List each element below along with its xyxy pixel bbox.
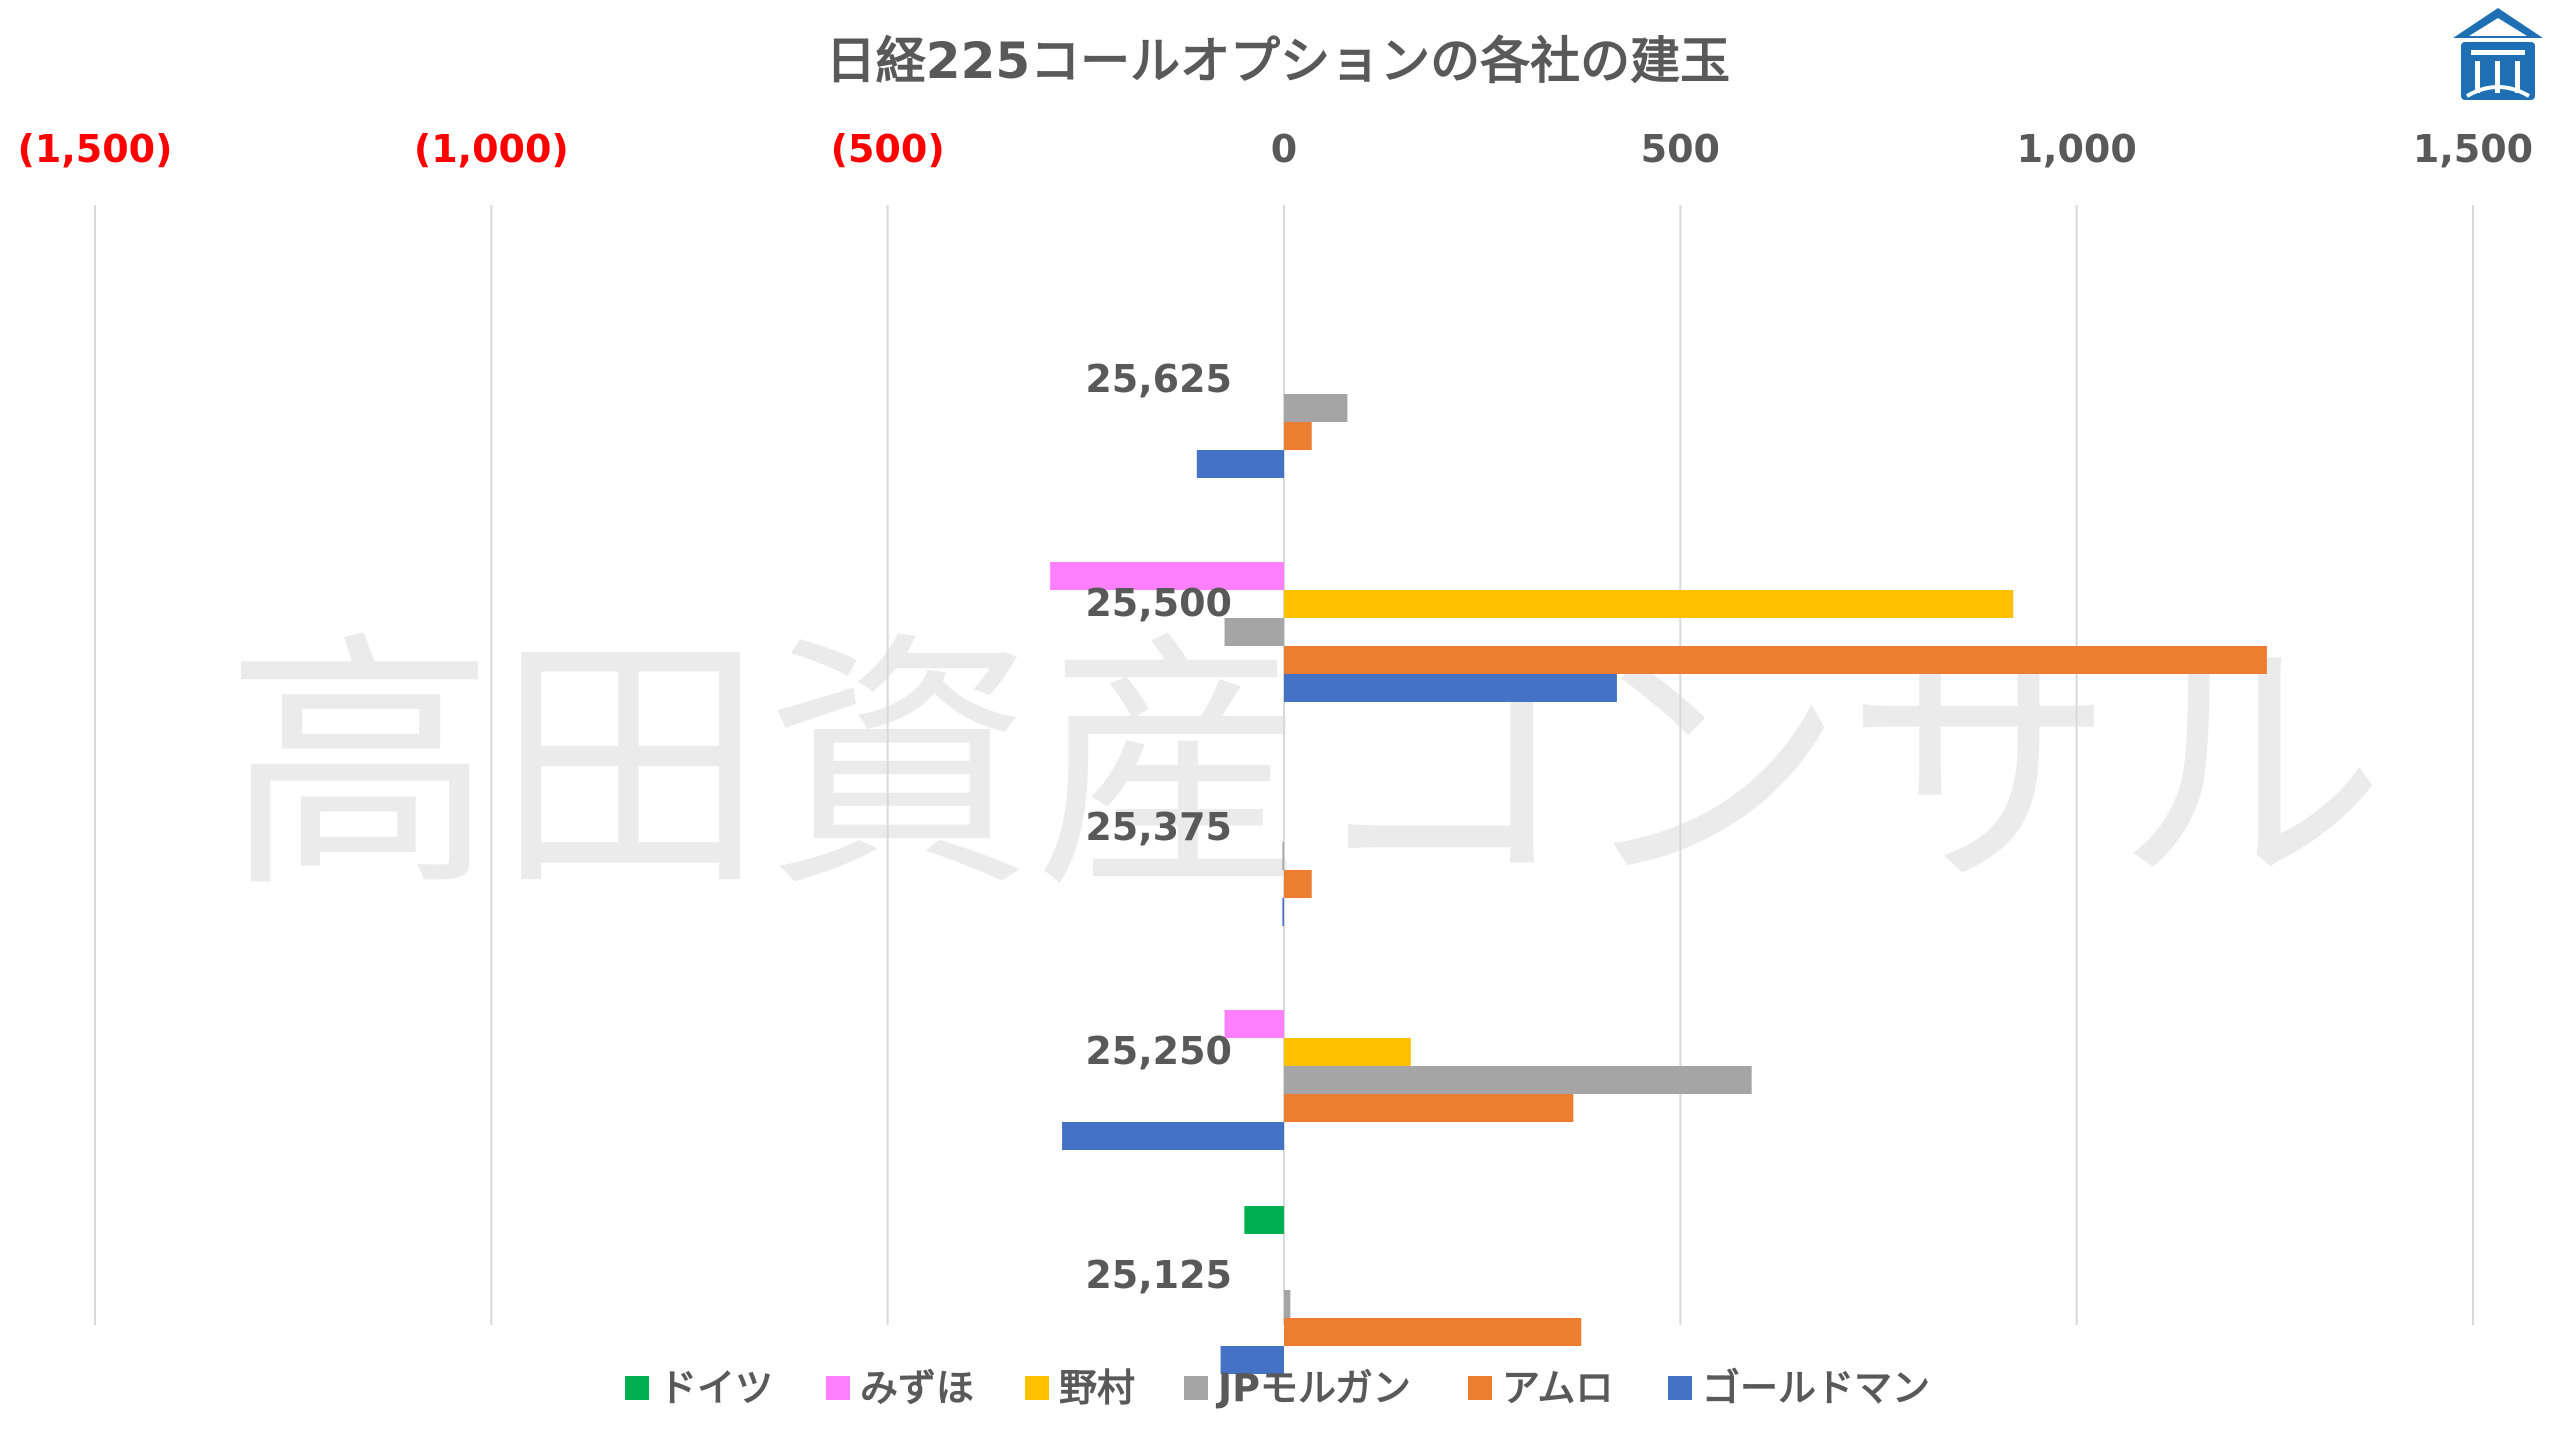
x-tick-label: (1,000) [414, 127, 569, 171]
category-label: 25,125 [1085, 1253, 1232, 1297]
legend-label: ドイツ [659, 1366, 773, 1410]
x-axis-tick-labels: (1,500) (1,000) (500) 0 500 1,000 1,500 [18, 127, 2534, 171]
legend-swatch [1468, 1376, 1492, 1400]
gridlines [94, 205, 2474, 1325]
x-tick-label: 1,000 [2017, 127, 2137, 171]
bar [1220, 1346, 1284, 1374]
bar [1284, 1066, 1752, 1094]
legend-label: アムロ [1502, 1366, 1613, 1410]
category-label: 25,250 [1085, 1029, 1232, 1073]
bar [1050, 562, 1284, 590]
category-label: 25,625 [1085, 357, 1232, 401]
bar [1282, 842, 1284, 870]
legend-swatch [1668, 1376, 1692, 1400]
legend-label: みずほ [860, 1366, 974, 1410]
legend-label: 野村 [1059, 1366, 1135, 1410]
bar [1282, 898, 1284, 926]
x-tick-label: (500) [831, 127, 945, 171]
legend-label: JPモルガン [1215, 1366, 1411, 1410]
legend-swatch [826, 1376, 850, 1400]
bar [1284, 422, 1312, 450]
bar [1284, 646, 2267, 674]
bars [1050, 394, 2267, 1374]
bar [1284, 590, 2014, 618]
x-tick-label: 0 [1271, 127, 1297, 171]
bar [1284, 870, 1312, 898]
bar [1284, 1290, 1291, 1318]
legend: ドイツ みずほ 野村 JPモルガン アムロ ゴールドマン [625, 1366, 1930, 1410]
bar [1284, 1318, 1582, 1346]
bar [1224, 1010, 1284, 1038]
category-label: 25,375 [1085, 805, 1232, 849]
company-logo-icon [2453, 8, 2543, 100]
bar [1284, 394, 1348, 422]
bar [1284, 674, 1617, 702]
x-tick-label: (1,500) [18, 127, 173, 171]
legend-swatch [625, 1376, 649, 1400]
bar [1224, 618, 1284, 646]
category-label: 25,500 [1085, 581, 1232, 625]
bar [1284, 1094, 1574, 1122]
legend-swatch [1184, 1376, 1208, 1400]
category-labels: 25,625 25,500 25,375 25,250 25,125 [1085, 357, 1232, 1297]
x-tick-label: 1,500 [2413, 127, 2533, 171]
x-tick-label: 500 [1641, 127, 1720, 171]
bar [1062, 1122, 1284, 1150]
bar [1244, 1206, 1284, 1234]
bar [1196, 450, 1284, 478]
chart-title: 日経225コールオプションの各社の建玉 [826, 32, 1730, 90]
bar [1284, 1038, 1411, 1066]
legend-swatch [1025, 1376, 1049, 1400]
legend-label: ゴールドマン [1702, 1366, 1930, 1410]
